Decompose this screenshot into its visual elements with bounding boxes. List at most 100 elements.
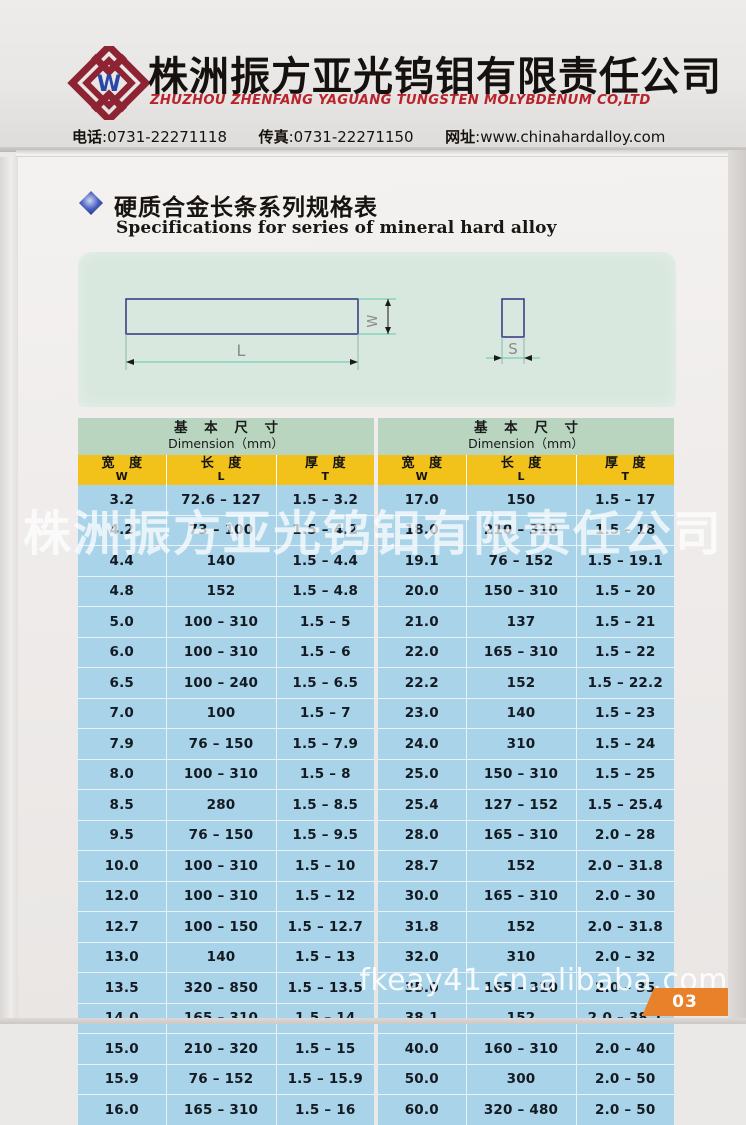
cell-length: 76 – 150 xyxy=(166,728,277,760)
cell-width: 15.0 xyxy=(78,1033,167,1065)
cell-thickness: 1.5 – 19.1 xyxy=(576,545,674,577)
cell-width: 20.0 xyxy=(378,576,467,608)
cell-length: 100 – 310 xyxy=(166,881,277,913)
cell-width: 18.0 xyxy=(378,515,467,547)
company-name-cn: 株洲振方亚光钨钼有限责任公司 xyxy=(148,54,722,100)
table-row: 8.0 100 – 310 1.5 – 8 xyxy=(78,759,374,791)
cell-width: 28.7 xyxy=(378,850,467,882)
cell-length: 100 – 150 xyxy=(166,911,277,943)
cell-thickness: 1.5 – 7.9 xyxy=(276,728,374,760)
cell-thickness: 1.5 – 13.5 xyxy=(276,972,374,1004)
cell-width: 40.0 xyxy=(378,1033,467,1065)
table-row: 16.0 165 – 310 1.5 – 16 xyxy=(78,1094,374,1125)
cell-length: 310 xyxy=(466,942,577,974)
cell-thickness: 1.5 – 17 xyxy=(576,485,674,516)
tel-label: 电话 xyxy=(72,128,103,146)
cell-width: 22.0 xyxy=(378,637,467,669)
cell-length: 210 – 320 xyxy=(166,1033,277,1065)
cell-thickness: 1.5 – 3.2 xyxy=(276,485,374,516)
table-row: 30.0 165 – 310 2.0 – 30 xyxy=(378,881,674,913)
cell-length: 150 xyxy=(466,485,577,516)
table-row: 4.2 73 – 100 1.5 – 4.2 xyxy=(78,515,374,547)
cell-length: 140 xyxy=(166,545,277,577)
table-row: 6.5 100 – 240 1.5 – 6.5 xyxy=(78,667,374,699)
table-row: 13.0 140 1.5 – 13 xyxy=(78,942,374,974)
column-header-thickness: 厚 度 T xyxy=(276,454,374,486)
page-number-tab: 03 xyxy=(642,988,728,1016)
cell-length: 140 xyxy=(466,698,577,730)
cell-width: 28.0 xyxy=(378,820,467,852)
cell-thickness: 1.5 – 13 xyxy=(276,942,374,974)
cell-thickness: 1.5 – 18 xyxy=(576,515,674,547)
cell-length: 150 – 310 xyxy=(466,759,577,791)
cell-length: 100 – 310 xyxy=(166,637,277,669)
cell-width: 13.5 xyxy=(78,972,167,1004)
spec-table-left: 基 本 尺 寸 Dimension（mm） 宽 度 W 长 度 L 厚 度 xyxy=(78,418,374,1125)
table-row: 28.0 165 – 310 2.0 – 28 xyxy=(378,820,674,852)
cell-width: 6.5 xyxy=(78,667,167,699)
table-header-dimension: 基 本 尺 寸 Dimension（mm） xyxy=(78,418,374,455)
svg-text:W: W xyxy=(97,72,121,97)
cell-length: 165 – 310 xyxy=(466,820,577,852)
cell-thickness: 1.5 – 22.2 xyxy=(576,667,674,699)
cell-thickness: 1.5 – 8 xyxy=(276,759,374,791)
table-row: 3.2 72.6 – 127 1.5 – 3.2 xyxy=(78,485,374,516)
cell-length: 150 – 310 xyxy=(466,576,577,608)
table-row: 50.0 300 2.0 – 50 xyxy=(378,1064,674,1096)
table-column-headers: 宽 度 W 长 度 L 厚 度 T xyxy=(378,454,674,486)
cell-length: 140 xyxy=(166,942,277,974)
table-row: 6.0 100 – 310 1.5 – 6 xyxy=(78,637,374,669)
cell-length: 280 xyxy=(166,789,277,821)
cell-thickness: 1.5 – 8.5 xyxy=(276,789,374,821)
cell-thickness: 2.0 – 50 xyxy=(576,1094,674,1125)
page-top-edge xyxy=(16,150,730,159)
cell-length: 73 – 100 xyxy=(166,515,277,547)
cell-thickness: 1.5 – 12.7 xyxy=(276,911,374,943)
cell-width: 21.0 xyxy=(378,606,467,638)
spec-table-left-body: 3.2 72.6 – 127 1.5 – 3.2 4.2 73 – 100 1.5 – 4… xyxy=(78,485,374,1125)
table-row: 20.0 150 – 310 1.5 – 20 xyxy=(378,576,674,608)
tel-value: 0731-22271118 xyxy=(107,128,228,146)
spec-table-right-body: 17.0 150 1.5 – 17 18.0 210 – 310 1.5 – 18 19.1… xyxy=(378,485,674,1125)
cell-width: 4.8 xyxy=(78,576,167,608)
cell-thickness: 1.5 – 15 xyxy=(276,1033,374,1065)
table-row: 10.0 100 – 310 1.5 – 10 xyxy=(78,850,374,882)
cell-length: 100 – 310 xyxy=(166,850,277,882)
table-column-headers: 宽 度 W 长 度 L 厚 度 T xyxy=(78,454,374,486)
cell-thickness: 1.5 – 9.5 xyxy=(276,820,374,852)
contact-line: 电话:0731-22271118 传真:0731-22271150 网址:www… xyxy=(72,128,666,146)
cell-width: 12.7 xyxy=(78,911,167,943)
cell-length: 76 – 152 xyxy=(166,1064,277,1096)
cell-length: 137 xyxy=(466,606,577,638)
page-bottom-edge xyxy=(0,1018,746,1024)
cell-thickness: 1.5 – 16 xyxy=(276,1094,374,1125)
cell-length: 152 xyxy=(466,850,577,882)
cell-thickness: 1.5 – 12 xyxy=(276,881,374,913)
cell-thickness: 1.5 – 25 xyxy=(576,759,674,791)
company-masthead: W 株洲振方亚光钨钼有限责任公司 ZHUZHOU ZHENFANG YAGUAN… xyxy=(0,0,746,152)
cell-length: 76 – 150 xyxy=(166,820,277,852)
table-row: 8.5 280 1.5 – 8.5 xyxy=(78,789,374,821)
page-number: 03 xyxy=(672,992,698,1012)
company-logo: W xyxy=(66,46,152,120)
svg-text:S: S xyxy=(508,340,518,358)
cell-thickness: 1.5 – 10 xyxy=(276,850,374,882)
cell-thickness: 2.0 – 32 xyxy=(576,942,674,974)
dimension-header-en: Dimension（mm） xyxy=(468,435,584,451)
cell-length: 165 – 310 xyxy=(466,637,577,669)
cell-thickness: 1.5 – 25.4 xyxy=(576,789,674,821)
cell-length: 210 – 310 xyxy=(466,515,577,547)
table-row: 31.8 152 2.0 – 31.8 xyxy=(378,911,674,943)
website-value: www.chinahardalloy.com xyxy=(480,128,666,146)
cell-thickness: 1.5 – 23 xyxy=(576,698,674,730)
table-row: 25.4 127 – 152 1.5 – 25.4 xyxy=(378,789,674,821)
cell-thickness: 1.5 – 15.9 xyxy=(276,1064,374,1096)
page-right-edge xyxy=(728,150,746,1024)
cell-width: 50.0 xyxy=(378,1064,467,1096)
column-header-width: 宽 度 W xyxy=(78,454,167,486)
table-row: 25.0 150 – 310 1.5 – 25 xyxy=(378,759,674,791)
table-row: 4.8 152 1.5 – 4.8 xyxy=(78,576,374,608)
cell-thickness: 1.5 – 20 xyxy=(576,576,674,608)
company-name-en: ZHUZHOU ZHENFANG YAGUANG TUNGSTEN MOLYBD… xyxy=(150,93,651,108)
